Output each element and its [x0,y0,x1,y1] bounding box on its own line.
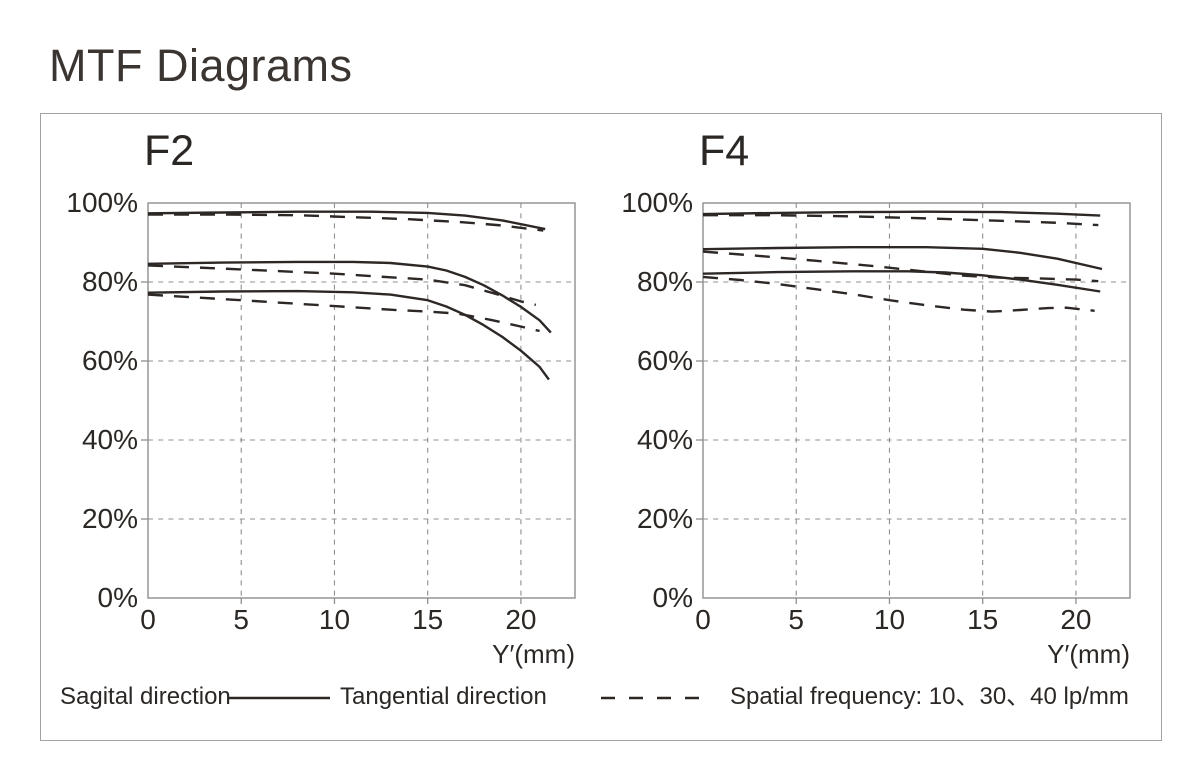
y-tick-label: 20% [81,503,138,534]
y-tick-label: 40% [81,424,138,455]
x-tick-label: 10 [873,604,906,635]
chart-f2: F2 0% 20% 40% 60% 80% 100% 0 5 10 15 20 Y′(mm) [66,127,576,669]
y-tick-label: 40% [636,424,693,455]
legend-solid-line-sample [228,696,330,700]
curve-10-lp-mm-sagittal [702,210,1101,217]
x-tick-label: 20 [505,604,537,635]
curve-40-lp-mm-tangential [702,275,1095,313]
x-axis-label: Y′(mm) [1047,639,1130,669]
y-tick-label: 0% [97,582,138,613]
y-tick-label: 60% [81,345,138,376]
plot-area [696,202,1131,604]
y-tick-label: 20% [636,503,693,534]
plot-frame [147,202,576,599]
y-tick-label: 80% [81,266,138,297]
chart-f4-title: F4 [699,127,750,175]
x-tick-label: 15 [967,604,999,635]
y-tick-label: 0% [652,582,693,613]
y-tick-label: 80% [636,266,693,297]
x-tick-label: 15 [412,604,444,635]
x-axis-label: Y′(mm) [492,639,575,669]
x-tick-label: 5 [788,604,804,635]
x-tick-label: 0 [695,604,711,635]
y-tick-label: 100% [621,187,693,218]
page-title: MTF Diagrams [49,40,353,91]
curve-30-lp-mm-sagittal [147,260,552,334]
legend-spatial-frequency-label: Spatial frequency: 10、30、40 lp/mm [730,683,1129,710]
legend-dashed-line-sample [601,696,703,700]
legend-tangential-label: Tangential direction [340,683,547,710]
x-tick-label: 0 [140,604,156,635]
legend-sagital-label: Sagital direction [60,683,231,710]
curve-40-lp-mm-tangential [147,293,540,333]
plot-area [141,202,576,604]
mtf-panel [40,113,1162,741]
x-tick-label: 5 [233,604,249,635]
curve-10-lp-mm-sagittal [147,210,546,231]
plot-frame [702,202,1131,599]
y-tick-label: 60% [636,345,693,376]
curve-40-lp-mm-sagittal [702,270,1101,293]
chart-f2-title: F2 [144,127,195,175]
chart-f4: F4 0% 20% 40% 60% 80% 100% 0 5 10 15 20 Y′(mm) [621,127,1131,669]
curve-40-lp-mm-sagittal [147,289,550,381]
curve-10-lp-mm-tangential [703,213,1099,227]
y-tick-label: 100% [66,187,138,218]
curve-10-lp-mm-tangential [148,213,544,232]
curve-30-lp-mm-tangential [147,264,537,307]
x-tick-label: 10 [318,604,351,635]
x-tick-label: 20 [1060,604,1092,635]
curve-30-lp-mm-sagittal [702,246,1103,271]
